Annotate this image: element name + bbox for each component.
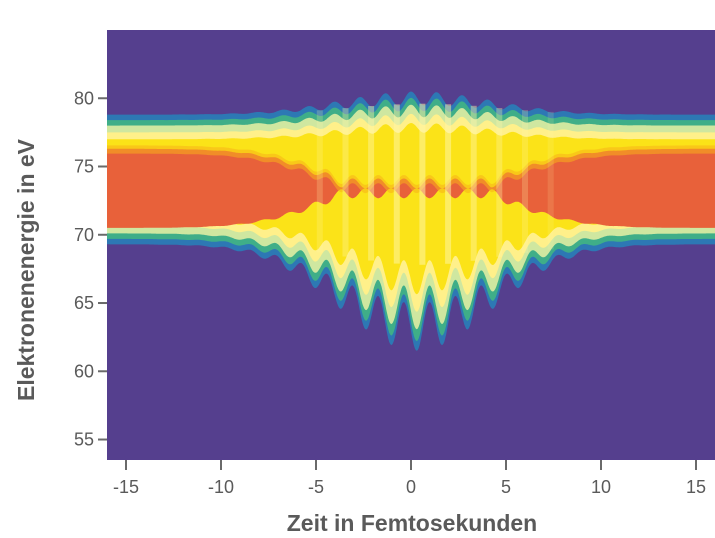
interference-streak	[496, 108, 503, 257]
plot-area	[107, 30, 715, 460]
x-axis: -15 -10 -5 0 5 10 15	[113, 460, 706, 497]
interference-streak	[470, 105, 477, 261]
y-axis: 55 60 65 70 75 80	[74, 88, 107, 450]
x-tick-label-5: 5	[501, 477, 511, 497]
x-tick-label-0: 0	[406, 477, 416, 497]
x-tick-label--10: -10	[208, 477, 234, 497]
interference-streak	[342, 108, 349, 257]
y-axis-title: Elektronenenergie in eV	[13, 138, 39, 401]
y-tick-label-75: 75	[74, 157, 94, 177]
interference-streak	[419, 103, 426, 265]
y-tick-label-60: 60	[74, 361, 94, 381]
y-tick-label-80: 80	[74, 88, 94, 108]
x-tick-label--5: -5	[308, 477, 324, 497]
x-axis-title: Zeit in Femtosekunden	[287, 510, 537, 536]
y-tick-label-70: 70	[74, 225, 94, 245]
y-tick-label-65: 65	[74, 293, 94, 313]
interference-streak	[368, 106, 375, 261]
intensity-core-fringe	[107, 145, 715, 194]
x-tick-label-15: 15	[686, 477, 706, 497]
y-tick-label-55: 55	[74, 430, 94, 450]
interference-streak	[393, 104, 400, 264]
interference-streak	[445, 104, 452, 264]
x-tick-label-10: 10	[591, 477, 611, 497]
interference-streak	[547, 111, 554, 250]
interference-streak	[522, 110, 528, 253]
x-tick-label--15: -15	[113, 477, 139, 497]
interference-streak	[316, 110, 323, 253]
